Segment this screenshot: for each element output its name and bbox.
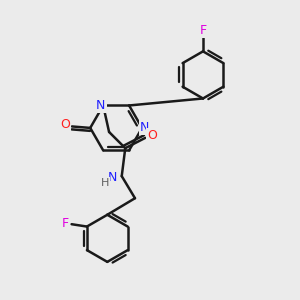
Text: F: F: [62, 217, 69, 230]
Text: N: N: [140, 122, 149, 134]
Text: H: H: [100, 178, 109, 188]
Text: N: N: [108, 171, 118, 184]
Text: O: O: [61, 118, 70, 131]
Text: O: O: [147, 129, 157, 142]
Text: N: N: [96, 99, 106, 112]
Text: F: F: [200, 24, 207, 37]
